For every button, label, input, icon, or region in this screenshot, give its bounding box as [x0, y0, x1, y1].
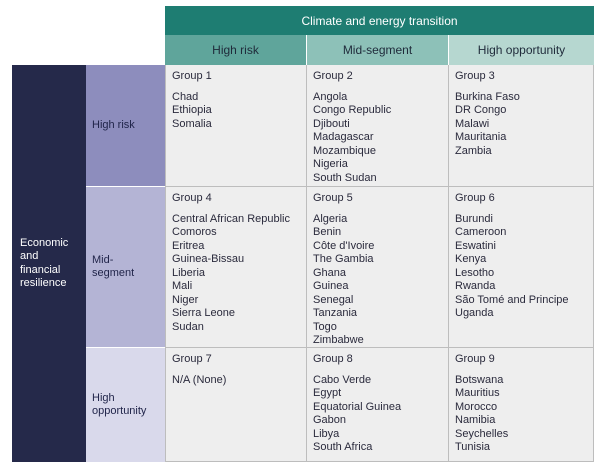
country-item: Libya	[313, 427, 340, 440]
row-axis-title-line: and	[20, 250, 39, 262]
country-item: Namibia	[455, 414, 496, 426]
country-item: South Africa	[313, 441, 373, 453]
group-cell: Group 2 Angola Congo Republic Djibouti Madag…	[307, 65, 449, 187]
row-axis-title-line: resilience	[20, 277, 67, 289]
row-axis-title-line: financial	[20, 263, 61, 276]
country-item: Equatorial Guinea	[313, 400, 402, 413]
country-item: Sudan	[172, 320, 204, 333]
row-header-line: opportunity	[92, 405, 147, 417]
country-item: Ghana	[313, 266, 347, 279]
country-item: Rwanda	[455, 280, 496, 292]
country-item: The Gambia	[313, 253, 374, 265]
country-item: Algeria	[313, 212, 348, 225]
group-title: Group 1	[172, 70, 212, 82]
group-cell: Group 9 Botswana Mauritius Morocco Namibia Se…	[449, 348, 594, 462]
country-item: Lesotho	[455, 266, 495, 279]
country-item: Malawi	[455, 117, 490, 130]
row-axis-title-line: Economic	[20, 236, 69, 249]
country-item: Ethiopia	[172, 104, 212, 116]
country-item: Togo	[313, 320, 337, 333]
country-item: Liberia	[172, 266, 206, 279]
country-item: Sierra Leone	[172, 307, 235, 319]
country-item: Eritrea	[172, 239, 205, 252]
country-item: Cabo Verde	[313, 373, 372, 386]
group-title: Group 6	[455, 192, 495, 204]
country-item: Eswatini	[455, 239, 496, 252]
country-item: Congo Republic	[313, 104, 392, 116]
column-header-high-opportunity: High opportunity	[449, 35, 594, 65]
group-cell: Group 4 Central African Republic Comoros Er…	[165, 187, 307, 348]
country-item: Comoros	[172, 226, 217, 238]
country-item: Chad	[172, 90, 199, 103]
group-title: Group 7	[172, 353, 212, 365]
matrix-column-axis-title: Climate and energy transition	[165, 6, 594, 35]
group-cell: Group 8 Cabo Verde Egypt Equatorial Guinea G…	[307, 348, 449, 462]
country-item: Mali	[172, 280, 193, 292]
country-item: Benin	[313, 226, 342, 238]
country-item: Senegal	[313, 293, 354, 306]
country-item: Seychelles	[455, 427, 509, 440]
country-item: DR Congo	[455, 104, 507, 116]
group-title: Group 8	[313, 353, 353, 365]
row-header-line: Mid-	[92, 253, 114, 266]
country-item: Burkina Faso	[455, 90, 520, 103]
row-header-line: segment	[92, 267, 135, 279]
group-cell: Group 3 Burkina Faso DR Congo Malawi Maurita…	[449, 65, 594, 187]
country-item: South Sudan	[313, 171, 377, 184]
country-item: Botswana	[455, 373, 504, 386]
country-item: Kenya	[455, 253, 487, 265]
country-item: Cameroon	[455, 226, 507, 238]
country-item: Burundi	[455, 212, 493, 225]
country-item: Niger	[172, 293, 199, 306]
country-item: Tanzania	[313, 307, 358, 319]
group-cell: Group 7 N/A (None)	[165, 348, 307, 462]
matrix-row-axis-title: Economic and financial resilience	[12, 65, 86, 462]
country-item: Nigeria	[313, 158, 348, 170]
group-cell: Group 1 Chad Ethiopia Somalia	[165, 65, 307, 187]
country-item: Guinea	[313, 280, 349, 292]
country-item: Madagascar	[313, 131, 374, 143]
group-title: Group 3	[455, 70, 495, 82]
country-item: Guinea-Bissau	[172, 253, 245, 265]
row-header-high-risk: High risk	[86, 65, 165, 187]
group-title: Group 9	[455, 353, 495, 365]
row-header-mid-segment: Mid- segment	[86, 187, 165, 348]
country-item: Zimbabwe	[313, 334, 364, 346]
country-item: N/A (None)	[172, 373, 227, 386]
country-item: Djibouti	[313, 117, 350, 130]
country-item: Angola	[313, 90, 348, 103]
country-item: Central African Republic	[172, 212, 291, 225]
country-item: Egypt	[313, 387, 342, 399]
country-item: Côte d'Ivoire	[313, 239, 375, 252]
country-item: Somalia	[172, 117, 212, 130]
row-header-high-opportunity: High opportunity	[86, 348, 165, 462]
country-item: Mozambique	[313, 144, 376, 157]
group-cell: Group 6 Burundi Cameroon Eswatini Kenya Lesot…	[449, 187, 594, 348]
column-header-mid-segment: Mid-segment	[307, 35, 449, 65]
country-item: Tunisia	[455, 441, 491, 453]
country-item: Mauritania	[455, 131, 507, 143]
country-item: São Tomé and Principe	[455, 293, 569, 306]
column-header-high-risk: High risk	[165, 35, 307, 65]
group-title: Group 5	[313, 192, 353, 204]
row-header-line: High	[92, 391, 115, 404]
group-title: Group 2	[313, 70, 353, 82]
group-cell: Group 5 Algeria Benin Côte d'Ivoire The Gamb…	[307, 187, 449, 348]
country-item: Morocco	[455, 400, 498, 413]
group-title: Group 4	[172, 192, 212, 204]
country-item: Gabon	[313, 414, 347, 426]
country-item: Mauritius	[455, 387, 500, 399]
country-item: Zambia	[455, 144, 492, 157]
country-item: Uganda	[455, 307, 494, 319]
row-header-line: High risk	[92, 118, 135, 131]
